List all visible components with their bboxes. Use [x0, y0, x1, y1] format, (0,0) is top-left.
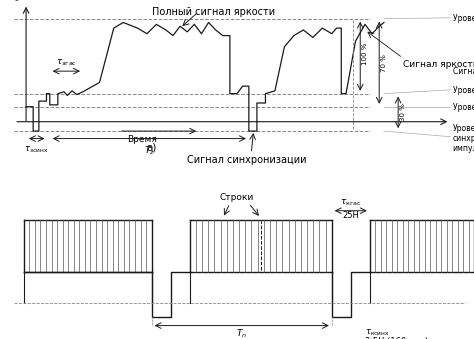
Text: Сигнал яркости: Сигнал яркости — [403, 60, 474, 69]
Text: $\tau_{\text{згас}}$: $\tau_{\text{згас}}$ — [56, 58, 77, 68]
Text: $T_n$: $T_n$ — [236, 328, 247, 339]
Text: Уровень белого: Уровень белого — [453, 14, 474, 23]
Text: $\tau_{\text{ксинх}}$: $\tau_{\text{ксинх}}$ — [365, 328, 390, 338]
Text: Сигнал синхронизации: Сигнал синхронизации — [187, 155, 306, 165]
Text: Полный сигнал яркости: Полный сигнал яркости — [152, 7, 275, 18]
Text: $\tau_{\text{зсинх}}$: $\tau_{\text{зсинх}}$ — [24, 144, 49, 155]
Text: Сигнал яркости: Сигнал яркости — [453, 67, 474, 76]
Text: Уровень синхронизи-рующих импульсов: Уровень синхронизи- рующих импульсов — [453, 124, 474, 154]
Text: 100 %: 100 % — [362, 43, 368, 65]
Text: 25H: 25H — [342, 212, 359, 220]
Text: Строки: Строки — [220, 193, 254, 202]
Text: $U_c$: $U_c$ — [8, 0, 21, 4]
Text: Время: Время — [127, 135, 157, 144]
Text: а): а) — [146, 142, 157, 152]
Text: Уровень  черного: Уровень черного — [453, 86, 474, 95]
Text: $\tau_{\text{кгас}}$: $\tau_{\text{кгас}}$ — [340, 198, 362, 208]
Text: Уровень гашения: Уровень гашения — [453, 103, 474, 112]
Text: 2,5H (160 мкс): 2,5H (160 мкс) — [365, 337, 428, 339]
Text: 70 %: 70 % — [381, 54, 387, 72]
Text: 30 %: 30 % — [400, 103, 406, 121]
Text: $T_z$: $T_z$ — [144, 144, 155, 157]
